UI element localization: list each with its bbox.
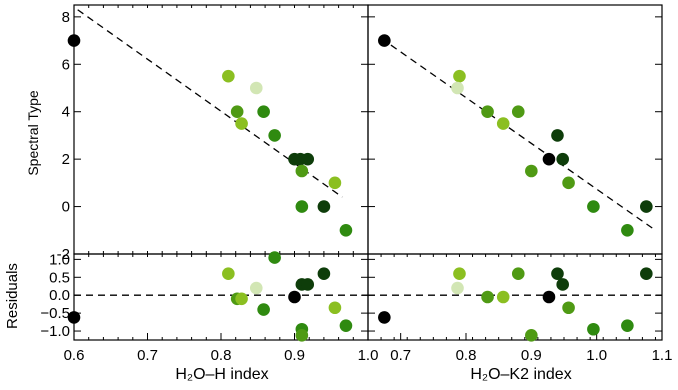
panel-frame (73, 4, 369, 255)
data-point (67, 311, 81, 324)
data-point (328, 301, 342, 315)
y-tick-label: 4 (62, 104, 70, 121)
data-point (295, 329, 309, 342)
x-tick-label: 0.9 (284, 347, 305, 364)
data-point (67, 34, 81, 47)
data-point (587, 200, 600, 213)
panel-frame (73, 253, 369, 341)
data-point (556, 152, 569, 166)
data-point (451, 281, 464, 295)
data-point (301, 152, 315, 166)
data-point (222, 69, 235, 83)
y-tick-label: 6 (62, 56, 70, 73)
data-point (288, 290, 301, 304)
y-tick-label: -2 (57, 246, 70, 263)
y-tick-label: −1.0 (40, 323, 70, 340)
x-tick-label: 0.6 (64, 347, 85, 364)
fit-line (77, 9, 343, 198)
fit-line (380, 37, 656, 231)
data-point (295, 164, 309, 178)
x-axis-label-right: H₂O–K2 index (470, 366, 571, 383)
x-tick-label: 0.7 (137, 347, 158, 364)
data-point (542, 152, 556, 166)
data-point (481, 290, 494, 304)
data-point (453, 69, 466, 83)
data-point (235, 292, 248, 306)
data-point (230, 105, 244, 119)
data-point (562, 301, 575, 315)
data-point (295, 200, 309, 213)
y-tick-label: 0.5 (49, 269, 70, 286)
data-point (562, 176, 575, 190)
data-point (587, 322, 600, 336)
data-point (496, 117, 510, 130)
data-point (317, 267, 331, 281)
y-tick-label: 1.0 (49, 251, 70, 268)
data-point (378, 311, 391, 324)
y-tick-label: 0 (62, 199, 70, 216)
x-tick-label: 0.8 (211, 347, 232, 364)
x-tick-label: 0.8 (456, 347, 477, 364)
y-tick-label: 2 (62, 151, 70, 168)
data-point (301, 278, 315, 291)
data-point (317, 200, 331, 213)
data-point (640, 267, 653, 281)
data-point (222, 267, 235, 281)
data-point (257, 105, 270, 119)
x-tick-label: 0.7 (390, 347, 411, 364)
y-tick-label: 0.0 (49, 287, 70, 304)
data-point (378, 34, 391, 47)
data-point (328, 176, 342, 190)
data-point (249, 281, 263, 295)
data-point (511, 105, 525, 119)
x-tick-label: 1.1 (652, 347, 673, 364)
data-point (640, 200, 653, 213)
x-tick-label: 1.0 (586, 347, 607, 364)
y-axis-label-bottom: Residuals (4, 263, 21, 329)
data-point (525, 164, 538, 178)
data-point (621, 319, 634, 332)
y-axis-label-top: Spectral Type (25, 90, 41, 176)
panel-frame (367, 4, 663, 255)
data-point (496, 290, 510, 304)
data-point (511, 267, 525, 281)
x-tick-label: 1.0 (358, 347, 379, 364)
data-point (621, 223, 634, 237)
data-point (481, 105, 494, 119)
data-point (268, 129, 281, 142)
data-point (451, 81, 464, 95)
data-point (551, 267, 564, 281)
data-point (525, 329, 538, 342)
panel-frame (367, 253, 663, 341)
data-point (542, 290, 556, 304)
x-axis-label-left: H₂O–H index (175, 366, 268, 383)
data-point (339, 319, 353, 332)
data-point (249, 81, 263, 95)
data-point (551, 129, 564, 142)
data-point (339, 223, 353, 237)
data-point (268, 251, 281, 264)
data-point (257, 303, 270, 316)
y-tick-label: 8 (62, 9, 70, 26)
data-point (235, 117, 248, 130)
y-tick-label: −0.5 (40, 305, 70, 322)
data-point (556, 278, 569, 291)
x-tick-label: 0.9 (521, 347, 542, 364)
data-point (453, 267, 466, 281)
